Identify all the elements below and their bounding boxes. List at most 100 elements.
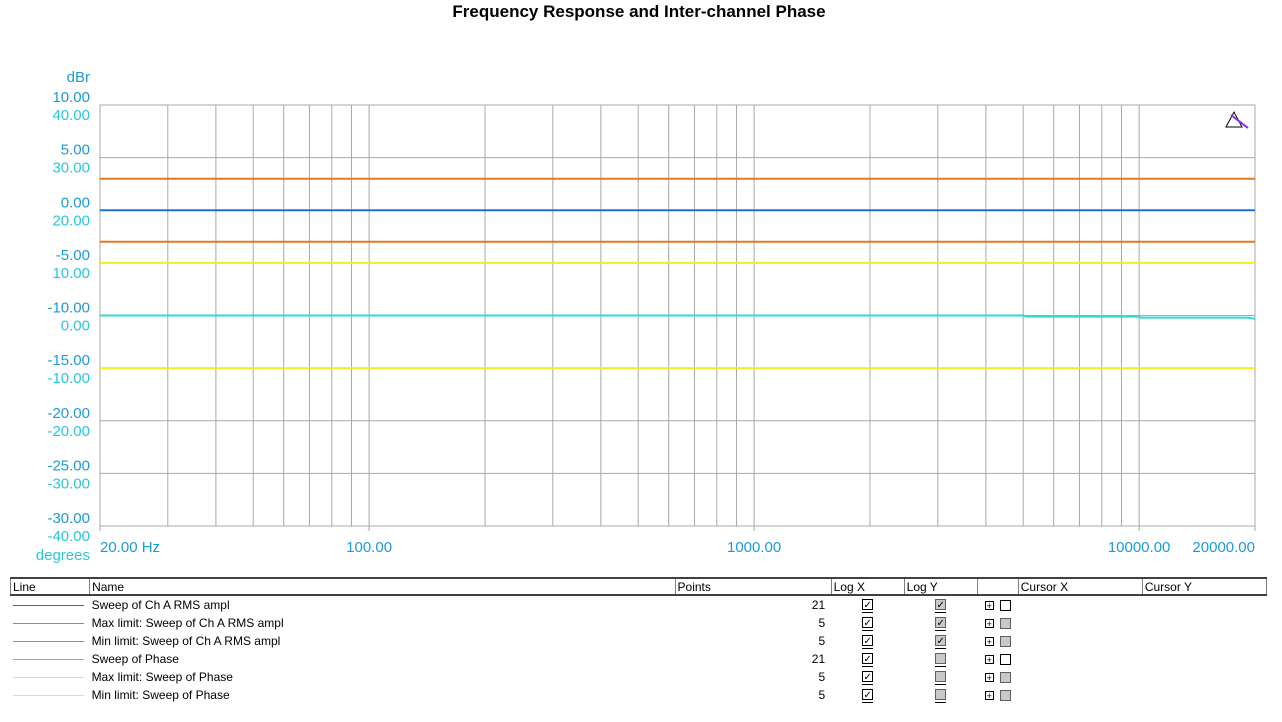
legend-series-name[interactable]: Min limit: Sweep of Phase <box>91 688 230 702</box>
legend-line-swatch <box>11 686 90 704</box>
legend-logx[interactable]: ✓ <box>831 632 904 650</box>
legend-cursor-y <box>1142 614 1266 632</box>
header-line[interactable]: Line <box>9 577 91 596</box>
legend-cursor-y <box>1142 595 1266 614</box>
legend-cursor-y <box>1142 668 1266 686</box>
header-logy[interactable]: Log Y <box>903 577 978 596</box>
x-tick-label: 1000.00 <box>727 539 781 556</box>
logx-checkbox[interactable]: ✓ <box>862 617 874 630</box>
legend-row[interactable]: Min limit: Sweep of Phase 5 ✓ + <box>11 686 1267 704</box>
legend-cursor-controls[interactable]: + <box>977 595 1018 614</box>
x-tick-label: 100.00 <box>346 539 392 556</box>
line-swatch <box>12 622 84 624</box>
legend-row[interactable]: Max limit: Sweep of Ch A RMS ampl 5 ✓ ✓ + <box>11 614 1267 632</box>
legend-logx[interactable]: ✓ <box>831 595 904 614</box>
legend-row[interactable]: Min limit: Sweep of Ch A RMS ampl 5 ✓ ✓ + <box>11 632 1267 650</box>
line-swatch <box>12 694 84 696</box>
logx-checkbox[interactable]: ✓ <box>862 671 874 684</box>
tick-labels: 10.005.000.00-5.00-10.00-15.00-20.00-25.… <box>36 69 1256 564</box>
cursor-checkbox[interactable] <box>999 690 1011 702</box>
header-name[interactable]: Name <box>89 577 676 596</box>
y-right-tick-label: 0.00 <box>61 318 90 335</box>
autoscale-icon[interactable] <box>1225 110 1249 129</box>
cursor-checkbox[interactable] <box>999 672 1011 684</box>
legend-cursor-y <box>1142 650 1266 668</box>
legend-row[interactable]: Max limit: Sweep of Phase 5 ✓ + <box>11 668 1267 686</box>
legend-logx[interactable]: ✓ <box>831 686 904 704</box>
y-left-unit-label: dBr <box>67 69 90 86</box>
cursor-checkbox[interactable] <box>999 618 1011 630</box>
x-tick-label: 20000.00 <box>1192 539 1255 556</box>
legend-table: Line Name Points Log X Log Y Cursor X Cu… <box>9 577 1268 704</box>
cursor-checkbox[interactable] <box>999 654 1011 666</box>
legend-series-name[interactable]: Max limit: Sweep of Ch A RMS ampl <box>91 616 284 630</box>
legend-row[interactable]: Sweep of Phase 21 ✓ + <box>11 650 1267 668</box>
y-left-tick-label: -25.00 <box>47 457 90 474</box>
line-swatch <box>12 604 84 606</box>
legend-logx[interactable]: ✓ <box>831 650 904 668</box>
plus-box-icon[interactable]: + <box>984 601 994 612</box>
legend-series-name[interactable]: Max limit: Sweep of Phase <box>91 670 233 684</box>
legend-line-swatch <box>11 668 90 686</box>
header-logx[interactable]: Log X <box>830 577 905 596</box>
legend-logx[interactable]: ✓ <box>831 668 904 686</box>
y-left-tick-label: -10.00 <box>47 300 90 317</box>
legend-cursor-x <box>1018 614 1142 632</box>
y-right-tick-label: -10.00 <box>47 370 90 387</box>
logy-checkbox[interactable] <box>935 689 947 701</box>
plus-box-icon[interactable]: + <box>984 655 994 666</box>
y-right-unit-label: degrees <box>36 547 90 564</box>
cursor-checkbox[interactable] <box>999 600 1011 612</box>
x-tick-label: 10000.00 <box>1108 539 1171 556</box>
legend-series-name[interactable]: Sweep of Phase <box>91 652 179 666</box>
chart-plot[interactable]: 10.005.000.00-5.00-10.00-15.00-20.00-25.… <box>0 0 1282 575</box>
legend-logy[interactable]: ✓ <box>904 614 977 632</box>
legend-logy[interactable] <box>904 686 977 704</box>
logx-checkbox[interactable]: ✓ <box>862 635 874 648</box>
logy-checkbox[interactable]: ✓ <box>935 599 947 612</box>
y-left-tick-label: 0.00 <box>61 194 90 211</box>
legend-points: 5 <box>818 616 826 630</box>
series-line-3 <box>100 314 1256 320</box>
legend-logy[interactable] <box>904 650 977 668</box>
plus-box-icon[interactable]: + <box>984 619 994 630</box>
legend-cursor-x <box>1018 686 1142 704</box>
legend-cursor-controls[interactable]: + <box>977 632 1018 650</box>
logx-checkbox[interactable]: ✓ <box>862 653 874 666</box>
header-cursory[interactable]: Cursor Y <box>1141 577 1268 596</box>
legend-header-row: Line Name Points Log X Log Y Cursor X Cu… <box>9 577 1268 596</box>
legend-line-swatch <box>11 595 90 614</box>
legend-series-name[interactable]: Sweep of Ch A RMS ampl <box>91 598 230 612</box>
y-right-tick-label: -20.00 <box>47 423 90 440</box>
header-cursorx[interactable]: Cursor X <box>1017 577 1143 596</box>
legend-logy[interactable]: ✓ <box>904 595 977 614</box>
cursor-checkbox[interactable] <box>999 636 1011 648</box>
logy-checkbox[interactable] <box>935 653 947 665</box>
y-right-tick-label: -30.00 <box>47 475 90 492</box>
logy-checkbox[interactable]: ✓ <box>935 617 947 630</box>
plus-box-icon[interactable]: + <box>984 691 994 702</box>
plus-box-icon[interactable]: + <box>984 637 994 648</box>
legend-logy[interactable] <box>904 668 977 686</box>
y-right-tick-label: 40.00 <box>52 107 90 124</box>
legend-logy[interactable]: ✓ <box>904 632 977 650</box>
legend-logx[interactable]: ✓ <box>831 614 904 632</box>
legend-row[interactable]: Sweep of Ch A RMS ampl 21 ✓ ✓ + <box>11 595 1267 614</box>
y-right-tick-label: 30.00 <box>52 160 90 177</box>
legend-cursor-controls[interactable]: + <box>977 668 1018 686</box>
legend-series-name[interactable]: Min limit: Sweep of Ch A RMS ampl <box>91 634 281 648</box>
y-left-tick-label: -5.00 <box>56 247 90 264</box>
y-left-tick-label: -30.00 <box>47 510 90 527</box>
logy-checkbox[interactable] <box>935 671 947 683</box>
plus-box-icon[interactable]: + <box>984 673 994 684</box>
header-blank <box>976 577 1019 596</box>
legend-cursor-controls[interactable]: + <box>977 686 1018 704</box>
legend-cursor-controls[interactable]: + <box>977 650 1018 668</box>
logy-checkbox[interactable]: ✓ <box>935 635 947 648</box>
series-group <box>100 177 1256 370</box>
logx-checkbox[interactable]: ✓ <box>862 599 874 612</box>
header-points[interactable]: Points <box>674 577 832 596</box>
legend-cursor-controls[interactable]: + <box>977 614 1018 632</box>
logx-checkbox[interactable]: ✓ <box>862 689 874 702</box>
y-right-tick-label: 10.00 <box>52 265 90 282</box>
